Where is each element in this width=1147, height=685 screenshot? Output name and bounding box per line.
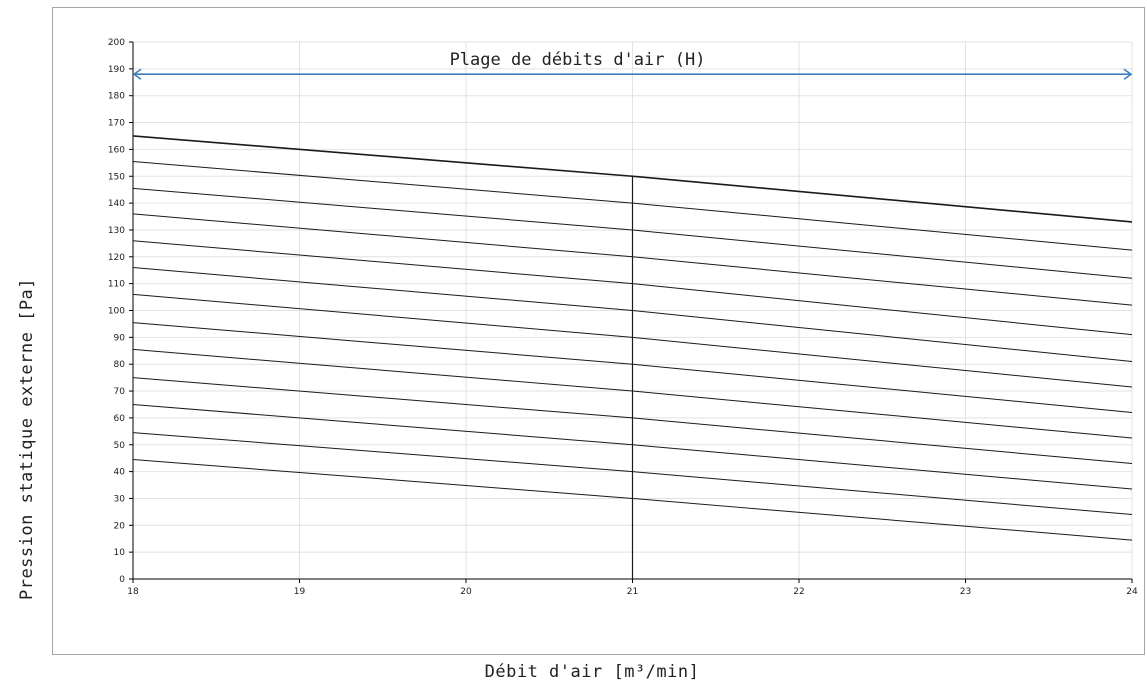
y-tick-label: 130 — [108, 226, 125, 236]
y-tick-label: 110 — [108, 280, 125, 290]
series-line — [132, 293, 1133, 388]
series-line — [132, 432, 1133, 516]
series-line — [132, 459, 1133, 541]
y-tick-label: 20 — [114, 521, 126, 531]
y-tick-label: 60 — [114, 414, 126, 424]
y-tick-label: 160 — [108, 145, 125, 155]
series-line — [132, 322, 1133, 414]
y-tick-label: 170 — [108, 119, 125, 129]
y-tick-label: 180 — [108, 92, 125, 102]
series-line — [132, 187, 1133, 279]
series-line — [132, 213, 1133, 306]
x-axis-label: Débit d'air [m³/min] — [484, 662, 700, 682]
series-line — [132, 160, 1133, 251]
y-tick-label: 120 — [108, 253, 125, 263]
x-tick-label: 18 — [127, 587, 139, 597]
range-arrow-left-head — [132, 68, 142, 80]
y-axis-label: Pression statique externe [Pa] — [17, 277, 37, 601]
x-tick-label: 24 — [1126, 587, 1138, 597]
series-line — [132, 135, 1133, 223]
y-tick-label: 30 — [114, 494, 126, 504]
y-tick-label: 90 — [114, 333, 126, 343]
y-tick-label: 150 — [108, 172, 125, 182]
y-tick-label: 190 — [108, 65, 125, 75]
y-tick-label: 140 — [108, 199, 125, 209]
x-tick-label: 20 — [460, 587, 472, 597]
series-line — [132, 377, 1133, 465]
y-tick-label: 10 — [114, 548, 126, 558]
series-line — [132, 348, 1133, 439]
y-tick-label: 200 — [108, 38, 125, 48]
series-line — [132, 240, 1133, 336]
x-tick-label: 21 — [627, 587, 638, 597]
y-tick-label: 40 — [114, 468, 126, 478]
y-tick-label: 50 — [114, 441, 126, 451]
range-arrow-right-head — [1123, 68, 1133, 80]
x-tick-label: 19 — [294, 587, 306, 597]
series-line — [132, 403, 1133, 490]
series-line — [132, 267, 1133, 363]
y-tick-label: 80 — [114, 360, 126, 370]
y-tick-label: 0 — [119, 575, 125, 585]
y-tick-label: 100 — [108, 307, 125, 317]
x-tick-label: 22 — [793, 587, 804, 597]
x-tick-label: 23 — [960, 587, 971, 597]
range-arrow-label: Plage de débits d'air (H) — [450, 50, 706, 70]
y-tick-label: 70 — [114, 387, 126, 397]
